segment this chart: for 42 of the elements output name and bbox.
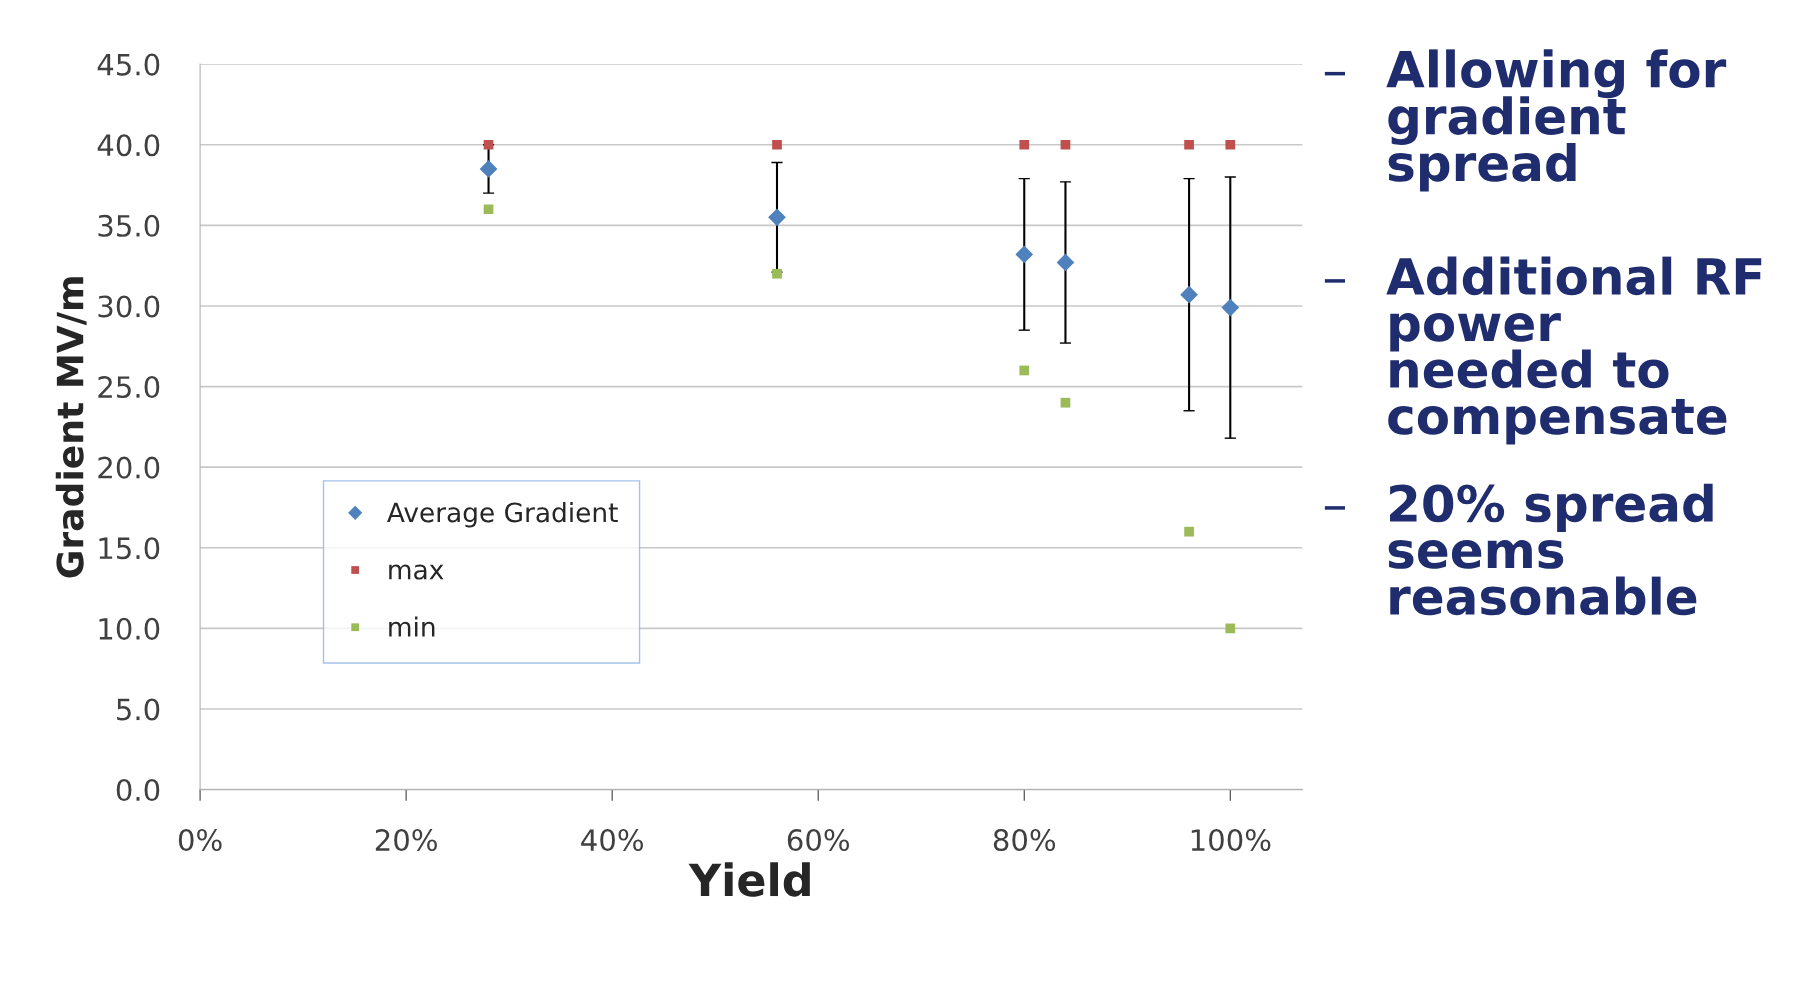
y-axis-title: Gradient MV/m [55,277,87,578]
y-tick-label: 35.0 [98,214,160,237]
y-tick-label: 10.0 [99,617,160,640]
y-tick-label: 30.0 [98,295,160,318]
point [1180,285,1198,304]
point [1015,245,1034,264]
point [1060,397,1071,408]
x-tick-label: 100% [1191,829,1271,852]
point [483,139,494,150]
y-tick-label: 25.0 [98,376,160,399]
y-tick-label: 5.0 [117,698,160,721]
text: – Allowing for gradient spread [1324,49,1727,192]
point [1184,139,1194,150]
point [1184,526,1194,537]
point [1060,139,1071,150]
point [483,204,494,215]
x-tick-label: 40% [581,829,643,852]
point [1019,139,1030,150]
point [1019,365,1030,376]
y-tick-label: 15.0 [99,537,160,560]
legend-label: max [389,564,444,580]
x-tick-label: 60% [787,829,850,852]
legend-label: Average Gradient [387,501,618,528]
x-tick-label: 20% [375,829,437,852]
point [772,139,782,150]
text: – Additional RF power needed to compensate [1324,256,1762,445]
y-tick-label: 40.0 [97,134,160,157]
point [772,268,782,279]
point [1225,623,1236,634]
point [479,160,498,178]
point [1225,139,1236,150]
y-tick-label: 20.0 [98,456,160,479]
y-tick-label: 45.0 [97,53,160,76]
text: – 20% spread seems reasonable [1324,483,1713,616]
legend-label: min [389,616,435,637]
x-tick-label: 0% [178,829,222,852]
point [1221,298,1240,317]
point [1056,253,1075,272]
y-tick-label: 0.0 [116,779,160,802]
x-axis-title: Yield [688,862,810,897]
x-tick-label: 80% [993,829,1056,852]
point [768,208,786,227]
